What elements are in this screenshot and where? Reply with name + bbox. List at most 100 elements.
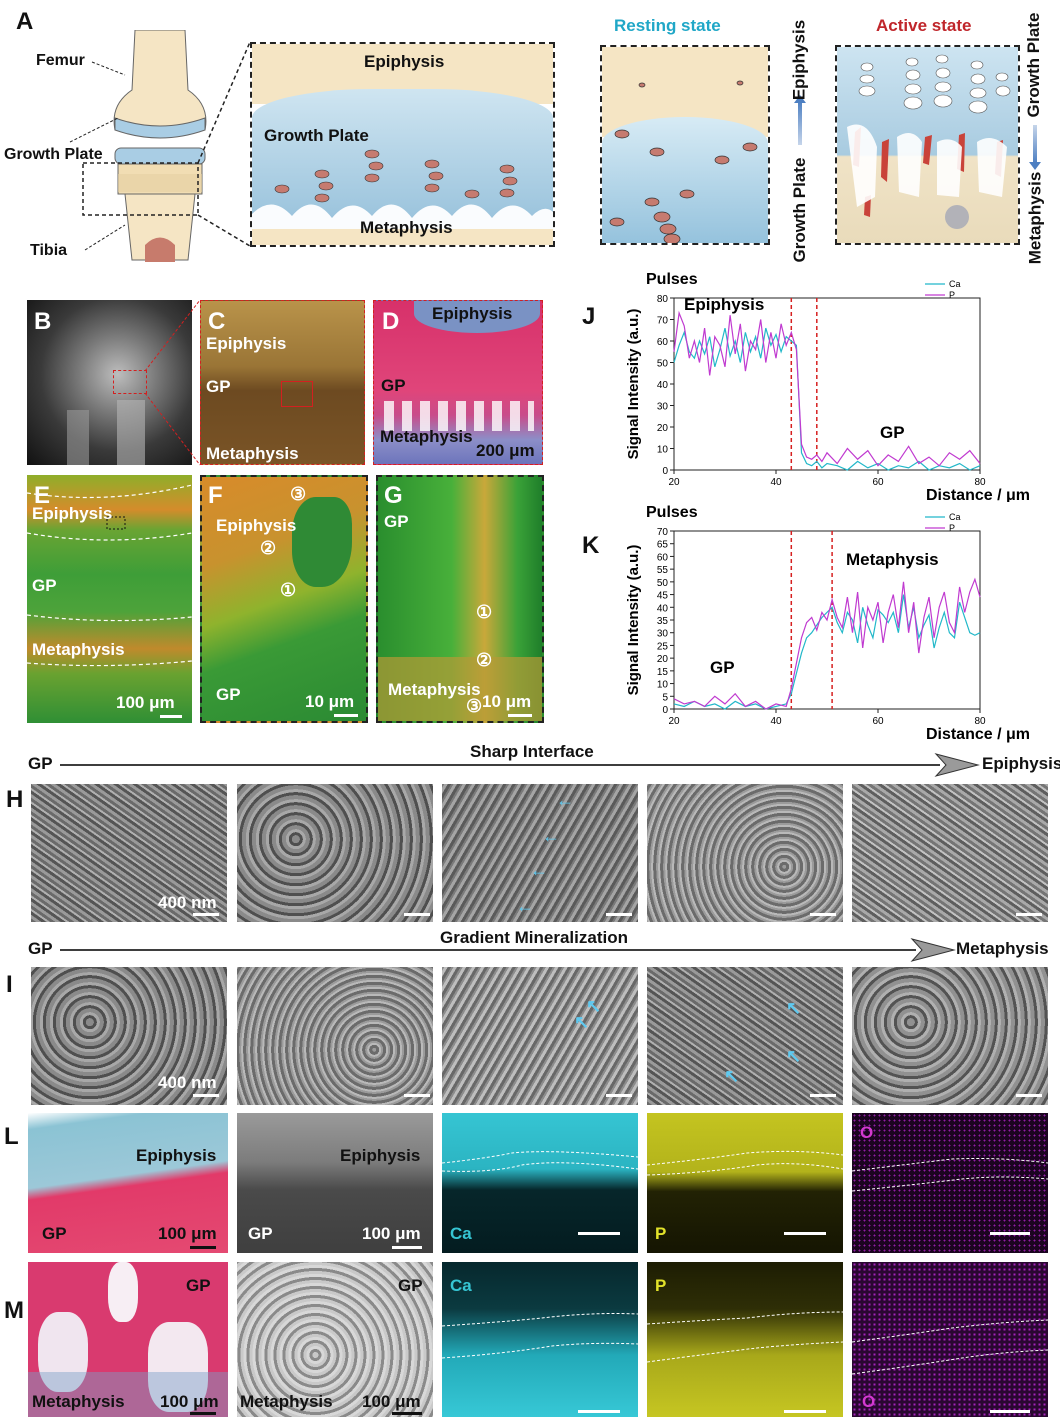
chart-j-ytick-label: 40	[657, 380, 669, 391]
chart-j-top-label: Pulses	[646, 271, 698, 288]
sem-i-4	[647, 967, 843, 1105]
active-state-diagram	[835, 45, 1020, 245]
chart-k-xtick-label: 20	[668, 716, 680, 727]
panel-label-h: H	[6, 786, 24, 813]
resting-state-diagram	[600, 45, 770, 245]
panel-label-f: F	[208, 482, 223, 509]
chart-j-ytick-label: 50	[657, 359, 669, 370]
chart-k-ytick-label: 5	[662, 692, 668, 703]
c-gp-label: GP	[206, 377, 231, 396]
sem-i-1	[31, 967, 227, 1105]
zoom-metaphysis-label: Metaphysis	[360, 218, 453, 237]
active-top-label: Growth Plate	[1024, 12, 1043, 118]
h-left-label: GP	[28, 754, 53, 773]
panel-label-k: K	[582, 532, 600, 559]
h-arrow-4: ←	[516, 896, 534, 916]
l-p-scale-bar	[784, 1232, 826, 1235]
l-ca-scale-bar	[578, 1232, 620, 1235]
chart-k-ytick-label: 0	[662, 705, 668, 716]
l-ca-label: Ca	[450, 1224, 472, 1243]
optical-micrograph-c	[200, 300, 365, 465]
l-o-label: O	[860, 1123, 874, 1142]
chart-j-ytick-label: 0	[662, 466, 668, 477]
chart-j-series-ca	[673, 327, 981, 471]
l-stain-epiphysis: Epiphysis	[136, 1146, 217, 1165]
chart-j-ytick-label: 80	[657, 294, 669, 305]
i-arrow-4: ↖	[786, 1046, 802, 1066]
chart-j-xtick-label: 80	[974, 477, 986, 488]
chart-k-ytick-label: 65	[657, 540, 669, 551]
femur-label: Femur	[36, 52, 85, 69]
panel-label-c: C	[208, 308, 226, 335]
chart-k-ytick-label: 25	[657, 641, 669, 652]
i-scale-bar-4	[810, 1094, 836, 1097]
chart-k-ytick-label: 15	[657, 667, 669, 678]
xray-image	[27, 300, 192, 465]
fluorescence-e	[27, 475, 192, 723]
h-scale-bar-2	[404, 913, 430, 916]
panel-label-m: M	[4, 1297, 24, 1324]
h-arrow-3: ←	[530, 860, 548, 880]
chart-k-legend-label: P	[949, 523, 955, 533]
m-ca-scale-bar	[578, 1410, 620, 1413]
chart-k-legend-label: Ca	[949, 512, 961, 522]
i-left-label: GP	[28, 939, 53, 958]
l-stain-scale-bar	[190, 1246, 216, 1249]
chart-k-xtick-label: 40	[770, 716, 782, 727]
chart-j-legend-label: P	[949, 290, 955, 300]
m-ca-label: Ca	[450, 1276, 472, 1295]
chart-j-xtick-label: 40	[770, 477, 782, 488]
f-marker-1: ①	[280, 580, 297, 600]
chart-k-region-label: Metaphysis	[846, 550, 939, 569]
i-arrow-5: ↖	[724, 1066, 740, 1086]
h-right-label: Epiphysis	[982, 754, 1060, 773]
sem-i-2	[237, 967, 433, 1105]
active-gradient-arrow	[1029, 125, 1041, 170]
chart-k-xtick-label: 60	[872, 716, 884, 727]
m-sem-scale-bar	[392, 1412, 422, 1415]
g-marker-3: ③	[466, 696, 483, 716]
f-marker-2: ②	[260, 538, 277, 558]
d-gp-label: GP	[381, 376, 406, 395]
chart-k-ytick-label: 40	[657, 603, 669, 614]
active-state-title: Active state	[876, 16, 972, 35]
e-epiphysis-label: Epiphysis	[32, 504, 113, 523]
chart-j-ytick-label: 60	[657, 337, 669, 348]
g-marker-1: ①	[476, 602, 493, 622]
zoom-growth-plate-label: Growth Plate	[264, 126, 369, 145]
m-o-map	[852, 1262, 1048, 1417]
g-metaphysis-label: Metaphysis	[388, 680, 481, 699]
h-direction-arrow	[60, 753, 980, 777]
f-gp-label: GP	[216, 685, 241, 704]
chart-k-series-p	[673, 577, 981, 710]
l-o-scale-bar	[990, 1232, 1030, 1235]
chart-k-series-ca	[673, 594, 981, 710]
panel-label-i: I	[6, 971, 13, 998]
growth-plate-zoom: Epiphysis Growth Plate Metaphysis	[250, 42, 555, 247]
d-epiphysis-label: Epiphysis	[432, 304, 513, 323]
l-ca-map	[442, 1113, 638, 1253]
m-sem-image	[237, 1262, 433, 1417]
m-o-label: O	[862, 1392, 876, 1411]
h-scale-bar-1	[193, 913, 219, 916]
f-epiphysis-label: Epiphysis	[216, 516, 297, 535]
chart-j-ytick-label: 20	[657, 423, 669, 434]
h-scale-label: 400 nm	[158, 893, 217, 912]
m-ca-map	[442, 1262, 638, 1417]
h-scale-bar-3	[606, 913, 632, 916]
i-scale-bar-2	[404, 1094, 430, 1097]
resting-top-label: Epiphysis	[789, 19, 809, 101]
zoom-epiphysis-label: Epiphysis	[364, 52, 445, 71]
g-scale-label: 10 μm	[482, 692, 532, 711]
m-stain-metaphysis: Metaphysis	[32, 1392, 125, 1411]
panel-label-b: B	[34, 308, 52, 335]
chart-k-ytick-label: 50	[657, 578, 669, 589]
g-gp-label: GP	[384, 512, 409, 531]
chart-k-xtick-label: 80	[974, 716, 986, 727]
chart-k-ytick-label: 10	[657, 680, 669, 691]
sem-i-3	[442, 967, 638, 1105]
l-stain-gp: GP	[42, 1224, 67, 1243]
chart-j-ytick-label: 10	[657, 445, 669, 456]
schematic-leader-lines	[69, 41, 251, 251]
c-epiphysis-label: Epiphysis	[206, 334, 287, 353]
